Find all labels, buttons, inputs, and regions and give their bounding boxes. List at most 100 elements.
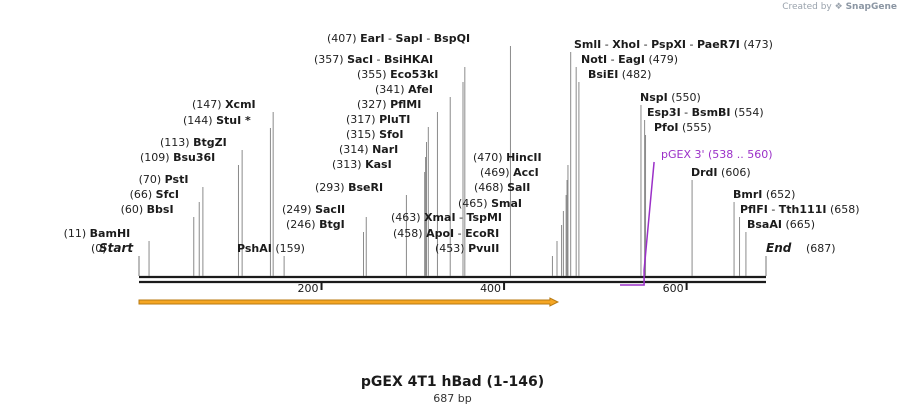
restriction-site-label[interactable]: NspI (550)	[640, 91, 701, 104]
primer-range: (538 .. 560)	[708, 148, 773, 161]
site-position: (293)	[315, 181, 348, 194]
site-position: (113)	[160, 136, 193, 149]
map-title: pGEX 4T1 hBad (1-146)	[360, 374, 545, 390]
ruler-tick-label: 200	[298, 282, 319, 295]
site-position: (246)	[286, 218, 319, 231]
site-position: (468)	[474, 181, 507, 194]
site-name: NotI	[581, 53, 607, 66]
site-separator: -	[768, 203, 779, 216]
restriction-site-label[interactable]: (147) XcmI	[192, 98, 256, 111]
restriction-site-label[interactable]: (293) BseRI	[315, 181, 383, 194]
site-name: SacII	[315, 203, 345, 216]
restriction-site-label[interactable]: (469) AccI	[480, 166, 539, 179]
site-name: XmaI	[424, 211, 455, 224]
restriction-site-label[interactable]: BsaAI (665)	[747, 218, 815, 231]
restriction-site-label[interactable]: PflFI - Tth111I (658)	[740, 203, 860, 216]
site-position: (355)	[357, 68, 390, 81]
restriction-site-label[interactable]: (355) Eco53kI	[357, 68, 438, 81]
restriction-site-label[interactable]: BmrI (652)	[733, 188, 795, 201]
restriction-site-label[interactable]: (11) BamHI	[64, 227, 131, 240]
site-position: (317)	[346, 113, 379, 126]
site-position: (341)	[375, 83, 408, 96]
credit-brand: SnapGene	[845, 2, 897, 12]
feature-arrow[interactable]	[138, 297, 560, 307]
restriction-site-label[interactable]: (246) BtgI	[286, 218, 345, 231]
site-name: BtgI	[319, 218, 345, 231]
primer-marker[interactable]	[620, 161, 655, 286]
site-name: DrdI	[691, 166, 718, 179]
site-position: (606)	[718, 166, 751, 179]
primer-name: pGEX 3'	[661, 148, 708, 161]
restriction-site-label[interactable]: (463) XmaI - TspMI	[391, 211, 502, 224]
restriction-site-label[interactable]: PshAI (159)	[237, 242, 305, 255]
restriction-site-label[interactable]: (327) PflMI	[357, 98, 421, 111]
site-name: BseRI	[348, 181, 383, 194]
restriction-site-label[interactable]: (70) PstI	[139, 173, 189, 186]
ruler-tick-label: 600	[663, 282, 684, 295]
site-name: ApoI	[426, 227, 454, 240]
site-name: AccI	[513, 166, 539, 179]
site-name: Eco53kI	[390, 68, 438, 81]
site-name: EarI	[360, 32, 384, 45]
site-name: BsaAI	[747, 218, 782, 231]
ruler-tick-label: 400	[480, 282, 501, 295]
site-name: SmaI	[491, 197, 522, 210]
restriction-site-label[interactable]: (60) BbsI	[121, 203, 174, 216]
restriction-site-label[interactable]: (468) SalI	[474, 181, 530, 194]
restriction-site-label[interactable]: Esp3I - BsmBI (554)	[647, 106, 764, 119]
primer-label[interactable]: pGEX 3' (538 .. 560)	[661, 148, 773, 161]
site-separator: -	[456, 211, 467, 224]
site-name: PluTI	[379, 113, 410, 126]
restriction-site-label[interactable]: (317) PluTI	[346, 113, 410, 126]
site-separator: -	[681, 106, 692, 119]
site-separator: -	[454, 227, 465, 240]
restriction-site-label[interactable]: (315) SfoI	[346, 128, 403, 141]
site-name: StuI *	[216, 114, 251, 127]
restriction-site-label[interactable]: (249) SacII	[282, 203, 345, 216]
site-position: (147)	[192, 98, 225, 111]
site-name: BbsI	[147, 203, 174, 216]
restriction-site-label[interactable]: (407) EarI - SapI - BspQI	[327, 32, 470, 45]
site-position: (109)	[140, 151, 173, 164]
restriction-site-label[interactable]: (66) SfcI	[130, 188, 179, 201]
restriction-site-label[interactable]: SmlI - XhoI - PspXI - PaeR7I (473)	[574, 38, 773, 51]
site-position: (357)	[314, 53, 347, 66]
restriction-site-label[interactable]: BsiEI (482)	[588, 68, 651, 81]
restriction-site-label[interactable]: PfoI (555)	[654, 121, 712, 134]
site-name: SalI	[507, 181, 530, 194]
site-position: (479)	[645, 53, 678, 66]
site-name: PshAI	[237, 242, 272, 255]
site-separator: -	[601, 38, 612, 51]
credit-prefix: Created by	[782, 2, 832, 12]
restriction-site-label[interactable]: (313) KasI	[332, 158, 392, 171]
site-position: (453)	[435, 242, 468, 255]
site-position: (554)	[731, 106, 764, 119]
restriction-site-label[interactable]: (144) StuI *	[183, 114, 251, 127]
restriction-site-label[interactable]: (314) NarI	[339, 143, 398, 156]
restriction-site-label[interactable]: NotI - EagI (479)	[581, 53, 678, 66]
site-name: KasI	[365, 158, 392, 171]
site-position: (465)	[458, 197, 491, 210]
restriction-site-label[interactable]: (453) PvuII	[435, 242, 499, 255]
restriction-site-label[interactable]: (341) AfeI	[375, 83, 433, 96]
site-name: PflMI	[390, 98, 421, 111]
restriction-site-label[interactable]: (465) SmaI	[458, 197, 522, 210]
restriction-site-label[interactable]: (109) Bsu36I	[140, 151, 215, 164]
site-name: EcoRI	[465, 227, 499, 240]
restriction-site-label[interactable]: (458) ApoI - EcoRI	[393, 227, 499, 240]
restriction-site-label[interactable]: (357) SacI - BsiHKAI	[314, 53, 433, 66]
restriction-site-label[interactable]: (113) BtgZI	[160, 136, 227, 149]
site-position: (463)	[391, 211, 424, 224]
site-name: BsiHKAI	[384, 53, 433, 66]
site-name: SfoI	[379, 128, 403, 141]
restriction-site-label[interactable]: DrdI (606)	[691, 166, 751, 179]
site-name: SfcI	[156, 188, 179, 201]
site-position: (314)	[339, 143, 372, 156]
restriction-site-label[interactable]: (470) HincII	[473, 151, 542, 164]
site-name: AfeI	[408, 83, 433, 96]
site-position: (407)	[327, 32, 360, 45]
site-position: (458)	[393, 227, 426, 240]
site-name: NarI	[372, 143, 398, 156]
site-position: (60)	[121, 203, 147, 216]
